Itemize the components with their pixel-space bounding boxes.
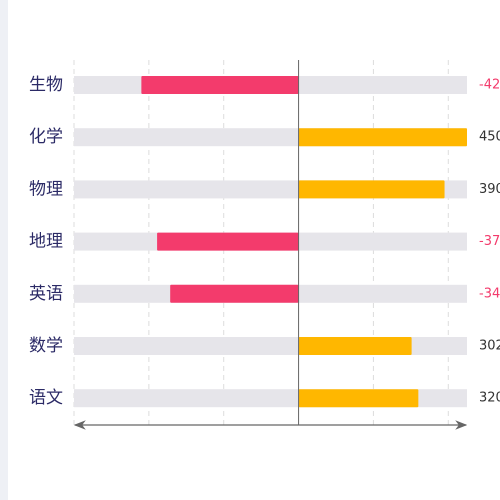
bar [298, 337, 412, 355]
bar [298, 128, 467, 147]
value-label: 390 [479, 182, 500, 197]
value-label: -343 [479, 286, 500, 301]
value-label: 320 [479, 391, 500, 406]
value-label: 450 [479, 130, 500, 145]
category-label: 化学 [29, 127, 63, 147]
value-label: -378 [479, 234, 500, 249]
category-label: 英语 [29, 284, 63, 304]
bar [298, 180, 445, 199]
category-label: 数学 [29, 336, 63, 356]
category-label: 语文 [29, 388, 63, 408]
category-label: 物理 [29, 179, 63, 199]
side-strip [0, 0, 8, 500]
value-label: 302 [479, 339, 500, 354]
category-label: 地理 [29, 232, 63, 252]
bar [157, 232, 299, 251]
value-label: -420 [479, 78, 500, 93]
bar [298, 389, 419, 408]
bar [170, 284, 299, 303]
bar [141, 76, 299, 94]
category-label: 生物 [29, 75, 63, 95]
